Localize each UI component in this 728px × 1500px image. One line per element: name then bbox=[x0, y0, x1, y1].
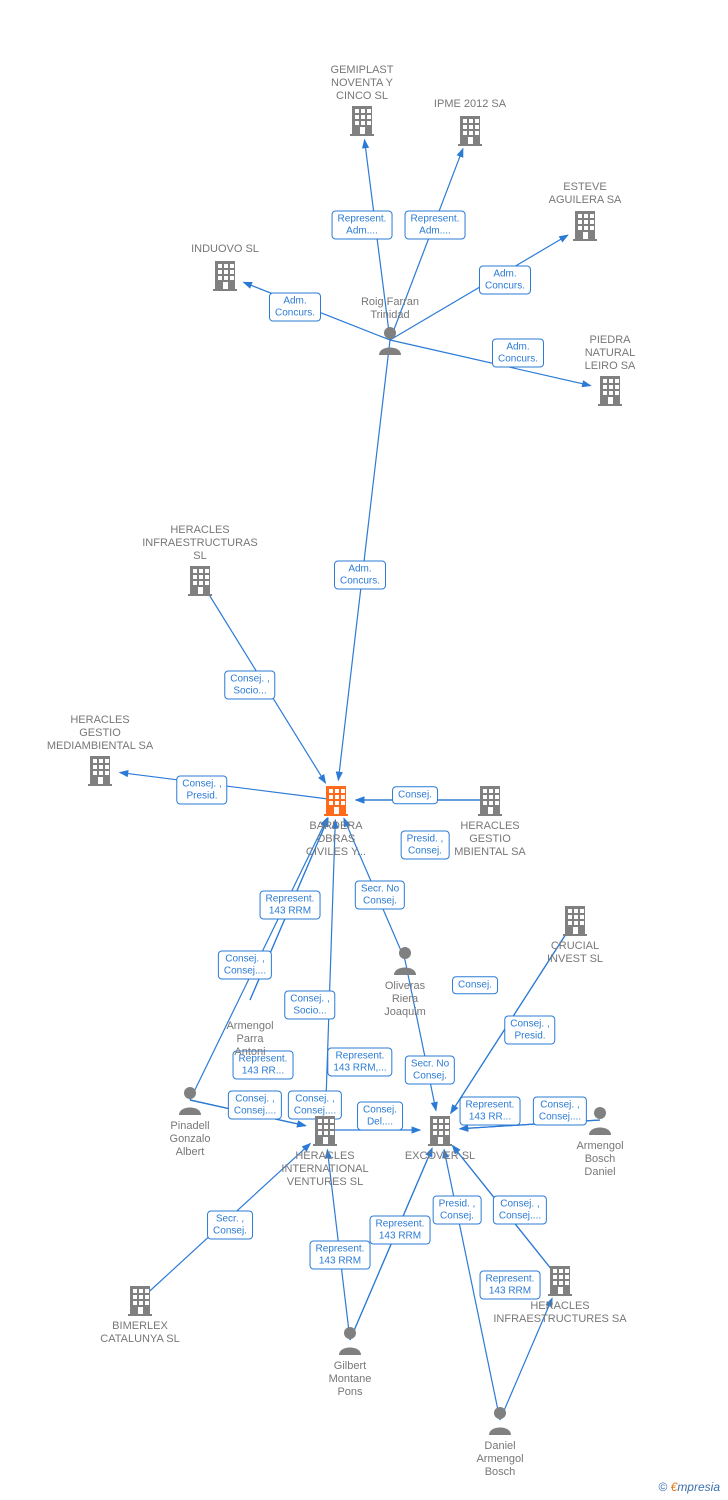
edge bbox=[390, 149, 463, 340]
building-icon[interactable] bbox=[561, 904, 589, 936]
copyright: © bbox=[658, 1480, 667, 1494]
edge bbox=[365, 140, 390, 340]
building-icon[interactable] bbox=[186, 564, 214, 596]
building-icon[interactable] bbox=[311, 1114, 339, 1146]
building-icon[interactable] bbox=[86, 754, 114, 786]
edge bbox=[140, 1144, 310, 1300]
person-icon[interactable] bbox=[587, 1105, 613, 1135]
edges-layer bbox=[0, 0, 728, 1500]
edge bbox=[350, 1148, 432, 1340]
building-icon[interactable] bbox=[126, 1284, 154, 1316]
building-icon[interactable] bbox=[322, 784, 350, 816]
edge bbox=[200, 580, 325, 783]
edge bbox=[500, 1298, 552, 1420]
person-icon[interactable] bbox=[487, 1405, 513, 1435]
edge bbox=[244, 282, 390, 340]
person-icon[interactable] bbox=[392, 945, 418, 975]
person-icon[interactable] bbox=[177, 1085, 203, 1115]
edge bbox=[120, 773, 336, 800]
edge bbox=[390, 235, 568, 340]
person-icon[interactable] bbox=[377, 325, 403, 355]
building-icon[interactable] bbox=[348, 104, 376, 136]
building-icon[interactable] bbox=[571, 209, 599, 241]
building-icon[interactable] bbox=[426, 1114, 454, 1146]
edge bbox=[325, 820, 335, 1130]
edge bbox=[338, 340, 390, 780]
footer: © €mpresia bbox=[658, 1480, 720, 1494]
edge bbox=[390, 340, 590, 386]
edge bbox=[452, 1146, 560, 1280]
edge bbox=[190, 1100, 305, 1126]
building-icon[interactable] bbox=[476, 784, 504, 816]
edge bbox=[250, 818, 328, 1000]
edge bbox=[460, 1120, 600, 1129]
person-icon[interactable] bbox=[337, 1325, 363, 1355]
edge bbox=[405, 960, 436, 1110]
edge bbox=[190, 818, 327, 1100]
edge bbox=[327, 1150, 350, 1340]
building-icon[interactable] bbox=[596, 374, 624, 406]
building-icon[interactable] bbox=[211, 259, 239, 291]
edge bbox=[344, 818, 405, 960]
edge bbox=[451, 920, 575, 1113]
edge bbox=[444, 1150, 500, 1420]
building-icon[interactable] bbox=[546, 1264, 574, 1296]
brand-rest: mpresia bbox=[677, 1480, 720, 1494]
building-icon[interactable] bbox=[456, 114, 484, 146]
